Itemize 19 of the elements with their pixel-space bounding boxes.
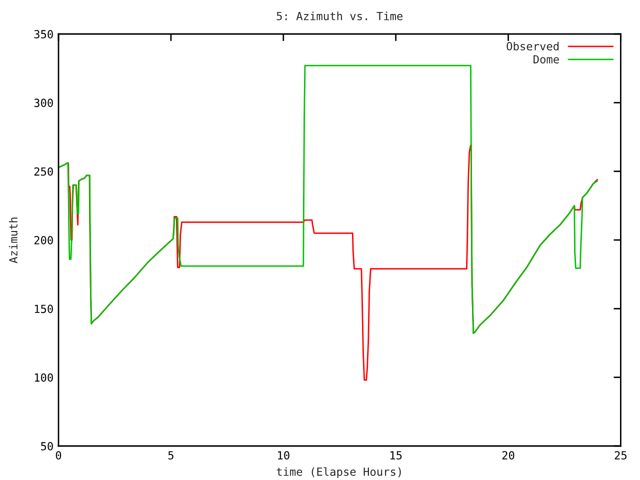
line-series	[58, 64, 598, 334]
y-tick-label: 150	[34, 304, 53, 314]
y-tick-label: 200	[34, 236, 53, 244]
x-tick-label: 5	[168, 451, 174, 460]
y-tick-label: 100	[34, 373, 53, 382]
y-tick-label: 50	[41, 442, 53, 450]
legend-label: Dome	[534, 55, 559, 64]
x-axis-title: time (Elapse Hours)	[276, 467, 401, 478]
y-tick-label: 350	[34, 30, 53, 38]
y-tick-label: 250	[34, 167, 53, 176]
legend-label: Observed	[506, 42, 559, 50]
y-tick-label: 300	[34, 98, 53, 108]
y-axis-title: Azimuth	[8, 218, 18, 264]
x-tick-label: 0	[56, 451, 62, 460]
x-tick-label: 15	[390, 451, 402, 460]
x-tick-label: 25	[614, 451, 626, 460]
x-tick-label: 20	[502, 451, 514, 460]
chart-title: 5: Azimuth vs. Time	[276, 12, 402, 20]
x-tick-label: 10	[278, 451, 290, 460]
